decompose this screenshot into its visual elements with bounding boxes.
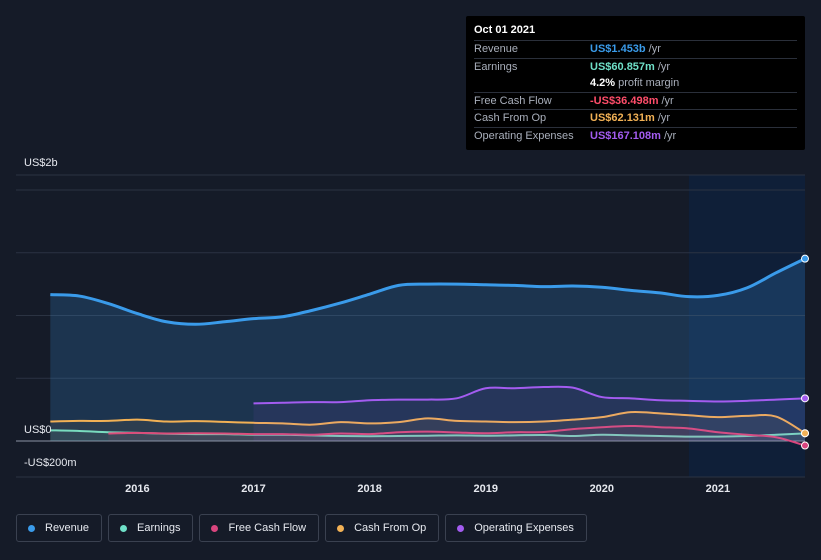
legend-label: Free Cash Flow <box>228 522 307 534</box>
x-tick-label: 2021 <box>706 483 730 495</box>
free-cash-flow-end-point <box>801 441 809 450</box>
operating-expenses-end-point <box>801 394 809 403</box>
operating-expenses-line <box>253 385 806 405</box>
tooltip-row-label: Cash From Op <box>474 112 547 125</box>
revenue-end-point <box>801 254 809 263</box>
free-cash-flow-area <box>108 425 806 446</box>
legend-item-revenue[interactable]: Revenue <box>16 514 103 542</box>
tooltip-row: 4.2% profit margin <box>474 75 797 92</box>
legend-dot-icon <box>120 524 128 532</box>
tooltip-row-value: US$60.857m <box>590 60 655 73</box>
cash-from-op-area <box>50 411 806 441</box>
free-cash-flow-line <box>108 424 806 447</box>
y-axis-bottom-label: -US$200m <box>24 457 77 469</box>
tooltip-row-value: 4.2% <box>590 77 616 90</box>
tooltip-row-unit: /yr <box>657 60 671 73</box>
tooltip-row-unit: /yr <box>661 94 674 107</box>
legend-dot-icon <box>457 524 465 532</box>
x-tick-label: 2016 <box>125 483 149 495</box>
tooltip-row-value: US$62.131m <box>590 112 655 125</box>
tooltip-row-value: US$1.453b <box>590 43 646 56</box>
tooltip-row-unit: /yr <box>648 43 661 56</box>
legend-dot-icon <box>337 524 345 532</box>
x-tick-label: 2020 <box>590 483 614 495</box>
tooltip-row: Operating Expenses US$167.108m/yr <box>474 126 797 145</box>
legend-label: Revenue <box>45 522 90 534</box>
tooltip-row-label: Free Cash Flow <box>474 94 552 107</box>
legend-dot-icon <box>28 524 35 532</box>
cash-from-op-end-point <box>801 429 809 438</box>
legend-label: Cash From Op <box>354 522 427 534</box>
tooltip-date: Oct 01 2021 <box>474 24 536 36</box>
x-tick-label: 2019 <box>473 483 497 495</box>
earnings-area <box>50 430 806 441</box>
legend: Revenue Earnings Free Cash Flow Cash From O… <box>16 514 587 542</box>
legend-item-cash-from-op[interactable]: Cash From Op <box>325 514 440 542</box>
tooltip-row: Cash From Op US$62.131m/yr <box>474 109 797 127</box>
tooltip-row-unit: /yr <box>657 112 671 125</box>
forecast-region <box>688 175 805 477</box>
legend-item-free-cash-flow[interactable]: Free Cash Flow <box>199 514 320 542</box>
legend-item-earnings[interactable]: Earnings <box>108 514 194 542</box>
tooltip-row-label: Operating Expenses <box>474 129 574 142</box>
x-tick-label: 2017 <box>241 483 265 495</box>
tooltip-row: Revenue US$1.453b/yr <box>474 40 797 58</box>
legend-item-operating-expenses[interactable]: Operating Expenses <box>445 514 587 542</box>
revenue-line <box>50 257 806 326</box>
tooltip-row-label: Revenue <box>474 43 519 56</box>
legend-dot-icon <box>211 524 219 532</box>
tooltip-row: Earnings US$60.857m/yr <box>474 57 797 76</box>
x-tick-label: 2018 <box>357 483 381 495</box>
legend-label: Operating Expenses <box>474 522 574 534</box>
tooltip-row-label: Earnings <box>474 60 518 73</box>
tooltip-panel: Oct 01 2021 Revenue US$1.453b/yr Earnings U… <box>466 16 805 150</box>
y-axis-top-label: US$2b <box>24 157 58 169</box>
tooltip-row: Free Cash Flow -US$36.498m/yr <box>474 91 797 110</box>
cash-from-op-line <box>50 410 806 435</box>
tooltip-row-unit: profit margin <box>618 77 680 90</box>
y-axis-zero-label: US$0 <box>24 424 52 436</box>
revenue-area <box>50 258 806 441</box>
tooltip-row-value: -US$36.498m <box>590 94 659 107</box>
legend-label: Earnings <box>137 522 181 534</box>
tooltip-row-value: US$167.108m <box>590 129 661 142</box>
tooltip-row-unit: /yr <box>663 129 677 142</box>
